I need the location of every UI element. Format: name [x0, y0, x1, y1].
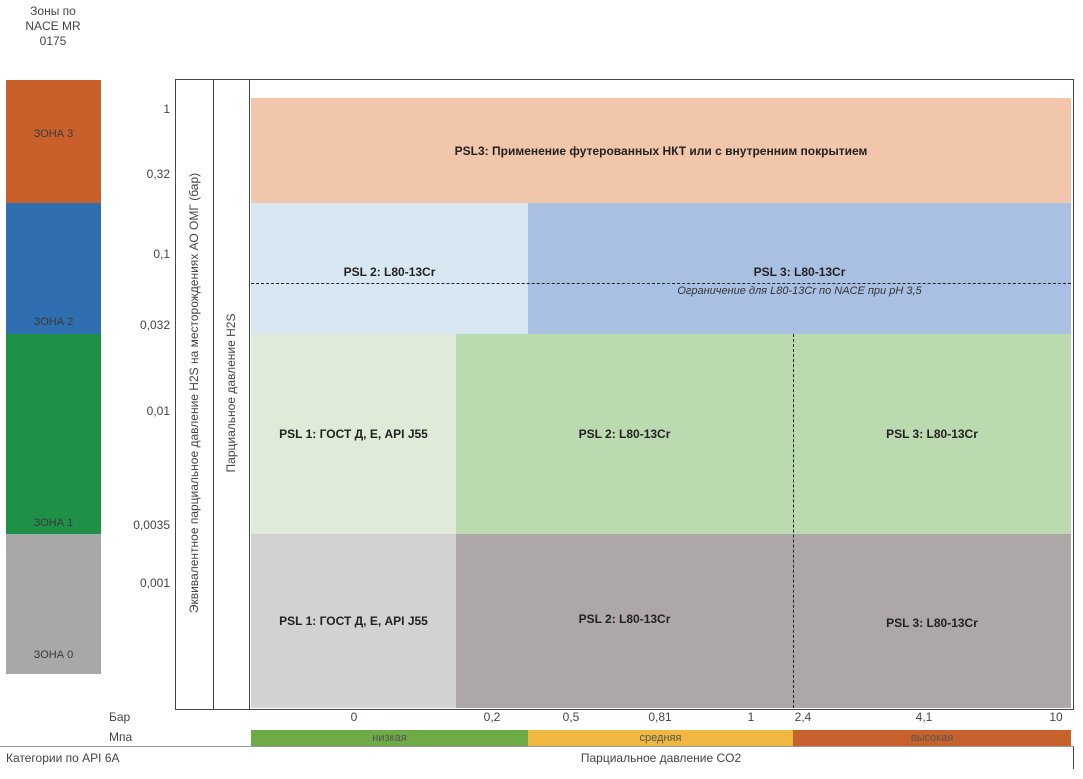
- region-zone0-mid: PSL 2: L80-13Cr: [456, 534, 793, 708]
- nace-limit-note: Ограничение для L80-13Cr по NACE при pH …: [677, 285, 922, 297]
- region-zone2-left: PSL 2: L80-13Cr: [251, 203, 528, 334]
- region-zone0-right-label: PSL 3: L80-13Cr: [886, 616, 978, 630]
- bottom-row-frame: [0, 746, 1074, 769]
- x-tick: 0: [350, 710, 358, 724]
- region-zone1-right: PSL 3: L80-13Cr: [793, 334, 1071, 534]
- zone-2-label: ЗОНА 2: [33, 316, 74, 328]
- region-zone2-left-label: PSL 2: L80-13Cr: [343, 265, 436, 279]
- high-co2-boundary-line: [793, 334, 794, 708]
- x-tick: 10: [1049, 710, 1063, 724]
- y-tick: 0,001: [139, 576, 170, 590]
- x-tick: 2,4: [794, 710, 812, 724]
- category-high: высокая: [793, 730, 1071, 746]
- region-psl3-top: PSL3: Применение футерованных НКТ или с …: [251, 98, 1071, 203]
- y-tick: 1: [163, 102, 170, 116]
- x-axis-title: Парциальное давление CO2: [580, 751, 742, 765]
- y-tick: 0,32: [146, 167, 170, 181]
- category-low-label: низкая: [372, 732, 407, 744]
- region-zone2-right-label: PSL 3: L80-13Cr: [753, 265, 846, 279]
- x-row-bar-label: Бар: [109, 710, 131, 724]
- x-tick: 4,1: [915, 710, 933, 724]
- region-zone1-left: PSL 1: ГОСТ Д, Е, API J55: [251, 334, 456, 534]
- region-zone0-right: PSL 3: L80-13Cr: [793, 534, 1071, 708]
- zones-header: Зоны по NACE MR 0175: [25, 4, 81, 48]
- region-zone2-right: PSL 3: L80-13Cr Ограничение для L80-13Cr…: [528, 203, 1071, 334]
- zone-1-label: ЗОНА 1: [33, 517, 74, 529]
- region-zone1-right-label: PSL 3: L80-13Cr: [886, 427, 978, 441]
- x-tick: 0,81: [648, 710, 672, 724]
- region-zone1-mid: PSL 2: L80-13Cr: [456, 334, 793, 534]
- zone-0-label: ЗОНА 0: [33, 649, 74, 661]
- zone-0: ЗОНА 0: [6, 534, 101, 674]
- y-axis-label-partial-h2s: Парциальное давление H2S: [224, 313, 238, 473]
- x-tick: 0,5: [562, 710, 580, 724]
- chart-frame: [175, 79, 1074, 710]
- label-column-divider-1: [213, 79, 214, 709]
- y-tick: 0,1: [153, 247, 170, 261]
- y-axis-label-equivalent-h2s: Эквивалентное парциальное давление H2S н…: [187, 172, 201, 614]
- x-row-mpa-label: Мпа: [109, 730, 133, 744]
- region-zone0-mid-label: PSL 2: L80-13Cr: [578, 612, 671, 626]
- zone-2: ЗОНА 2: [6, 203, 101, 334]
- zone-3-label: ЗОНА 3: [33, 128, 74, 140]
- region-zone0-left-label: PSL 1: ГОСТ Д, Е, API J55: [279, 614, 428, 628]
- y-tick: 0,032: [139, 318, 170, 332]
- label-column-divider-2: [249, 79, 250, 709]
- region-zone0-left: PSL 1: ГОСТ Д, Е, API J55: [251, 534, 456, 708]
- x-tick: 0,2: [483, 710, 501, 724]
- category-low: низкая: [251, 730, 528, 746]
- y-tick: 0,01: [146, 404, 170, 418]
- region-zone1-mid-label: PSL 2: L80-13Cr: [578, 427, 671, 441]
- nace-limit-line: [251, 283, 1071, 284]
- zone-1: ЗОНА 1: [6, 334, 101, 534]
- region-zone1-left-label: PSL 1: ГОСТ Д, Е, API J55: [279, 427, 428, 441]
- api-6a-label: Категории по API 6A: [6, 751, 120, 765]
- zone-3: ЗОНА 3: [6, 80, 101, 203]
- category-medium: средняя: [528, 730, 793, 746]
- category-high-label: высокая: [910, 732, 954, 744]
- y-tick: 0,0035: [133, 518, 170, 532]
- category-medium-label: средняя: [639, 732, 682, 744]
- x-tick: 1: [747, 710, 755, 724]
- region-psl3-top-label: PSL3: Применение футерованных НКТ или с …: [454, 143, 868, 158]
